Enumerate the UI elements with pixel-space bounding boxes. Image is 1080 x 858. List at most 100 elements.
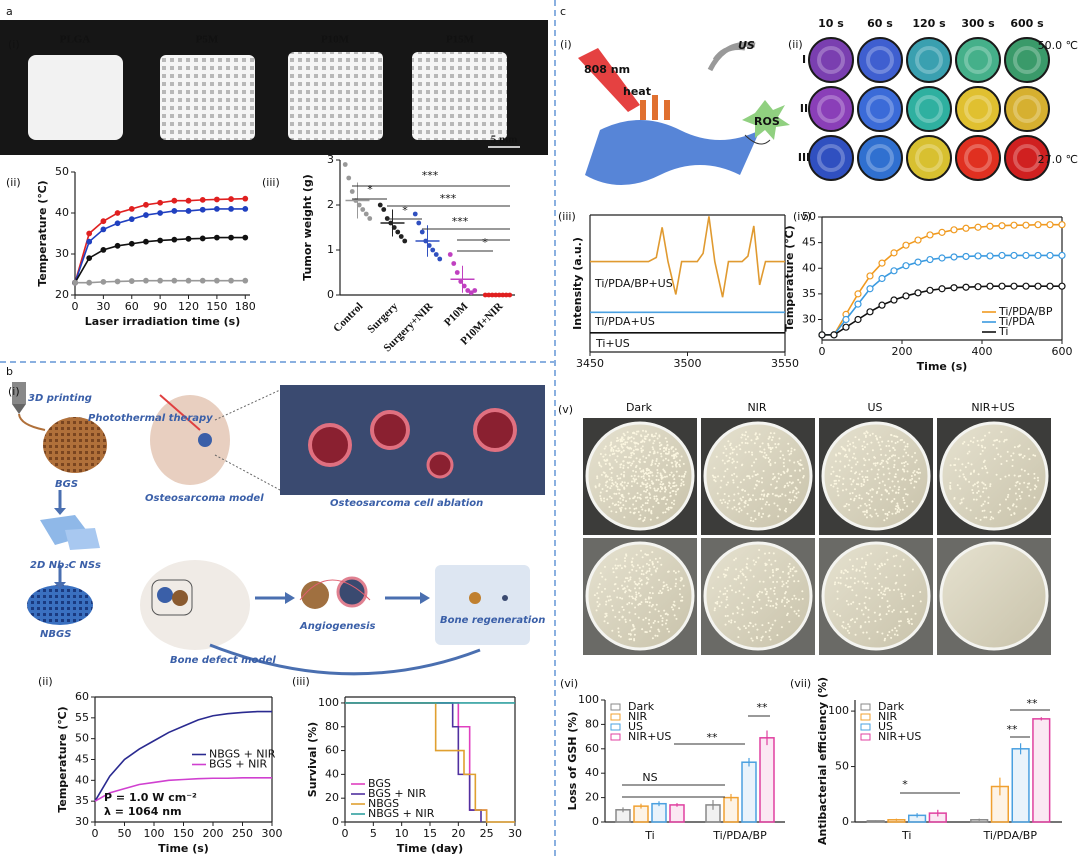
colony	[868, 499, 871, 502]
colony	[919, 600, 922, 603]
colony	[648, 611, 651, 614]
colony	[681, 475, 684, 478]
colony	[861, 445, 864, 448]
colony	[641, 569, 644, 572]
legend-swatch	[610, 723, 621, 731]
colony	[678, 607, 681, 610]
panel-label: a	[6, 5, 13, 18]
colony	[597, 586, 600, 589]
colony	[982, 487, 985, 490]
colony	[1029, 488, 1032, 491]
colony	[851, 568, 854, 571]
colony	[761, 591, 764, 594]
colony	[772, 604, 775, 607]
colony	[999, 455, 1002, 458]
colony	[664, 452, 667, 455]
colony	[725, 447, 728, 450]
colony	[962, 497, 965, 500]
colony	[646, 570, 649, 573]
colony	[846, 455, 849, 458]
colony	[644, 630, 647, 633]
colony	[723, 475, 726, 478]
colony	[646, 467, 649, 470]
colony	[644, 617, 647, 620]
colony	[883, 590, 886, 593]
colony	[673, 570, 676, 573]
colony	[619, 564, 622, 567]
colony	[979, 518, 982, 521]
colony	[653, 451, 656, 454]
colony	[859, 504, 862, 507]
colony	[645, 576, 648, 579]
colony	[793, 594, 796, 597]
annotation: **	[1027, 697, 1039, 710]
colony	[605, 474, 608, 477]
colony	[866, 443, 869, 446]
colony	[602, 455, 605, 458]
colony	[648, 604, 651, 607]
colony	[899, 508, 902, 511]
point	[902, 262, 910, 270]
colony	[610, 476, 613, 479]
colony	[771, 446, 774, 449]
colony	[1028, 458, 1031, 461]
colony	[849, 585, 852, 588]
y-axis-label: Temperature (℃)	[36, 180, 49, 286]
colony	[836, 487, 839, 490]
colony	[612, 483, 615, 486]
colony	[614, 445, 617, 448]
colony	[626, 431, 629, 434]
colony	[729, 584, 732, 587]
colony	[642, 470, 645, 473]
colony	[763, 451, 766, 454]
colony	[874, 435, 877, 438]
colony	[775, 494, 778, 497]
point	[86, 238, 93, 245]
colony	[736, 486, 739, 489]
point	[171, 197, 178, 204]
colony	[1023, 481, 1026, 484]
point	[1046, 282, 1054, 290]
point	[171, 208, 178, 214]
colony	[758, 580, 761, 583]
colony	[615, 484, 618, 487]
colony	[719, 486, 722, 489]
colony	[651, 637, 654, 640]
colony	[981, 509, 984, 512]
colony	[648, 484, 651, 487]
point	[1046, 251, 1054, 260]
colony	[863, 480, 866, 483]
colony	[900, 592, 903, 595]
point	[349, 189, 355, 194]
legend-swatch	[610, 733, 621, 741]
subpanel-label: (i)	[560, 38, 572, 51]
colony	[888, 511, 891, 514]
colony	[906, 470, 909, 473]
colony	[785, 582, 788, 585]
colony	[654, 489, 657, 492]
colony	[659, 589, 662, 592]
colony	[843, 505, 846, 508]
colony	[672, 450, 675, 453]
colony	[793, 495, 796, 498]
colony	[618, 492, 621, 495]
colony	[631, 568, 634, 571]
colony	[723, 462, 726, 465]
point	[412, 211, 418, 217]
colony	[896, 634, 899, 637]
colony	[641, 482, 644, 485]
colony	[855, 617, 858, 620]
colony	[902, 496, 905, 499]
colony	[623, 587, 626, 590]
colony	[868, 597, 871, 600]
colony	[840, 571, 843, 574]
colony	[1036, 476, 1039, 479]
colony	[639, 594, 642, 597]
point	[100, 218, 107, 225]
colony	[734, 466, 737, 469]
colony	[895, 505, 898, 508]
colony	[674, 493, 677, 496]
colony	[628, 611, 631, 614]
colony	[862, 483, 865, 486]
colony	[742, 496, 745, 499]
